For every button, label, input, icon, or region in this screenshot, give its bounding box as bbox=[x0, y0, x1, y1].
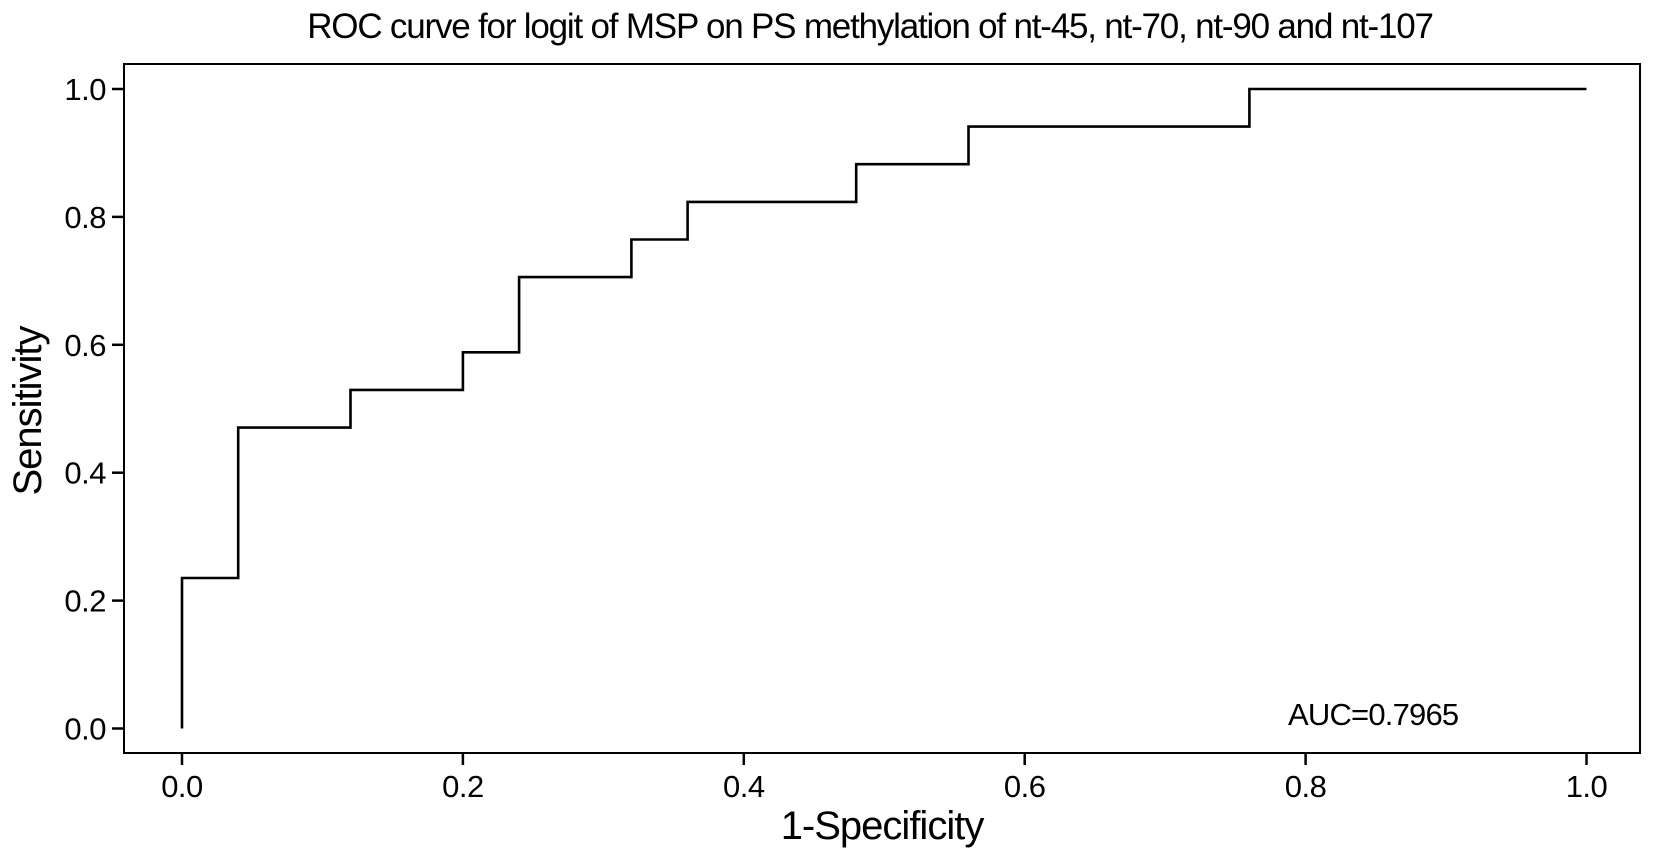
y-tick-label: 0.2 bbox=[64, 584, 106, 619]
plot-frame bbox=[123, 63, 1641, 754]
x-tick-label: 0.4 bbox=[723, 769, 765, 804]
x-axis-label: 1-Specificity bbox=[780, 804, 985, 848]
y-tick-label: 0.0 bbox=[64, 712, 106, 747]
x-tick-label: 0.0 bbox=[161, 769, 203, 804]
chart-title: ROC curve for logit of MSP on PS methyla… bbox=[307, 7, 1434, 46]
y-tick-label: 0.8 bbox=[64, 200, 106, 235]
y-tick-label: 0.6 bbox=[64, 328, 106, 363]
x-tick-label: 0.8 bbox=[1285, 769, 1327, 804]
x-tick-label: 1.0 bbox=[1566, 769, 1608, 804]
y-tick-label: 1.0 bbox=[64, 72, 106, 107]
roc-curve-line bbox=[180, 87, 1587, 729]
auc-annotation: AUC=0.7965 bbox=[1288, 697, 1459, 732]
y-tick-label: 0.4 bbox=[64, 456, 106, 491]
x-tick-label: 0.6 bbox=[1004, 769, 1046, 804]
x-tick-label: 0.2 bbox=[442, 769, 484, 804]
